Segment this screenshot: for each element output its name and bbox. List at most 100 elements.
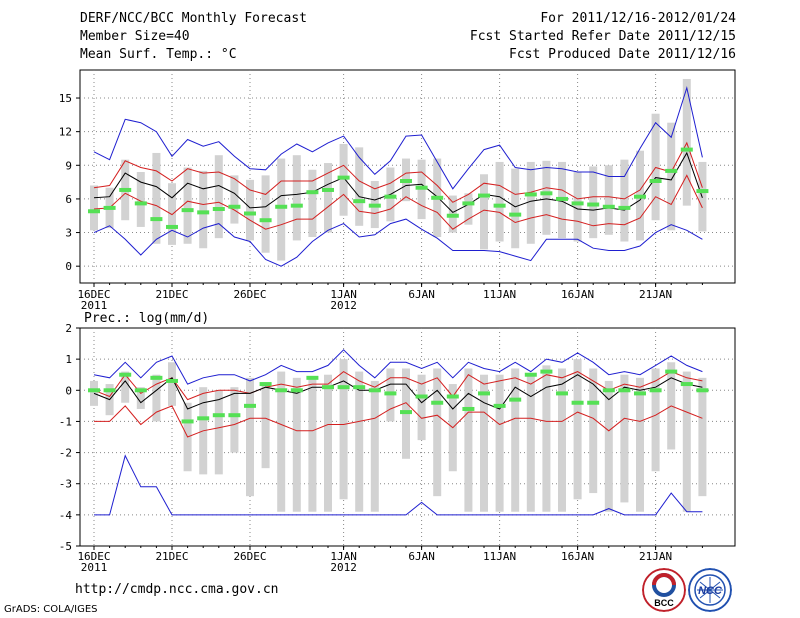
spread-bar [214,390,223,475]
source-url[interactable]: http://cmdp.ncc.cma.gov.cn [75,582,279,597]
x-tick-label: 21DEC [155,550,188,563]
spread-bar [183,167,192,244]
observed-marker [88,209,100,214]
chart-title: DERF/NCC/BCC Monthly Forecast [80,11,307,26]
observed-marker [571,201,584,206]
observed-marker [228,413,241,418]
p10-line [94,402,703,438]
spread-bar [480,374,488,512]
observed-marker [134,201,147,206]
y-tick-label: 15 [59,92,72,105]
observed-marker [322,385,334,390]
spread-bar [589,166,598,239]
observed-marker [181,208,194,213]
spread-bar [526,161,535,244]
observed-marker [368,203,381,208]
observed-marker [509,397,522,402]
spread-bar [214,155,223,239]
y-tick-label: -1 [59,415,72,428]
spread-bar [136,387,145,409]
observed-marker [212,207,225,212]
x-tick-label: 1JAN [330,550,357,563]
observed-marker [649,178,662,183]
spread-bar [495,374,504,512]
y-tick-label: 1 [65,353,72,366]
observed-marker [493,403,506,408]
observed-marker [665,168,678,173]
observed-marker [119,187,132,192]
observed-marker [680,147,693,152]
observed-marker [290,203,303,208]
spread-bar [542,365,551,512]
y-tick-label: -5 [59,540,72,553]
x-tick-label: 26DEC [233,550,266,563]
x-tick-label: 21DEC [155,288,188,301]
observed-marker [571,400,584,405]
spread-bar [230,175,239,224]
max-line [93,349,703,385]
spread-bar [308,169,317,238]
spread-bar [511,368,520,512]
observed-marker [119,372,132,377]
observed-marker [618,388,631,393]
spread-bar [464,193,473,225]
spread-bar [339,143,348,216]
spread-bar [573,172,582,242]
header-right: For 2011/12/16-2012/01/24 Fcst Started R… [470,10,736,64]
spread-bar [464,368,473,512]
forecast-period: For 2011/12/16-2012/01/24 [540,11,736,26]
observed-marker [649,388,662,393]
spread-bar [152,152,161,244]
spread-bar [526,374,535,512]
min-line [94,454,703,516]
observed-marker [680,382,693,387]
ensemble-mean-line [93,151,703,214]
x-tick-year-label: 2011 [81,299,108,312]
observed-marker [431,195,444,200]
observed-marker [134,388,147,393]
observed-marker [509,212,522,217]
observed-marker [306,190,319,195]
spread-bar [152,374,161,422]
precip-panel-label: Prec.: log(mm/d) [84,311,209,326]
spread-bar [324,374,332,512]
spread-bar [667,122,676,231]
observed-marker [212,413,225,418]
grads-credit: GrADS: COLA/IGES [4,604,98,615]
spread-bar [261,384,270,469]
observed-marker [462,201,475,206]
x-tick-label: 16JAN [561,550,594,563]
observed-marker [665,369,678,374]
y-tick-label: -4 [59,509,73,522]
spread-bar [246,377,254,497]
observed-marker [634,391,646,396]
spread-bar [620,374,629,503]
refer-date: Fcst Started Refer Date 2011/12/15 [469,29,736,44]
member-size: Member Size=40 [80,29,190,44]
spread-bar [651,113,660,221]
observed-marker [524,192,537,197]
ncc-logo-text: NCC [698,585,723,597]
observed-marker [602,204,615,209]
observed-marker [275,388,288,393]
x-tick-label: 26DEC [233,288,266,301]
y-tick-label: 6 [65,193,72,206]
x-tick-year-label: 2012 [330,299,357,312]
observed-marker [150,375,163,380]
spread-bar [698,377,707,497]
y-tick-label: 3 [65,227,72,240]
y-tick-label: 0 [65,384,72,397]
p10-line [93,174,703,230]
x-tick-year-label: 2012 [330,561,357,574]
spread-bar [417,374,426,441]
spread-bar [589,368,598,494]
x-tick-label: 6JAN [408,288,435,301]
observed-marker [322,187,334,192]
spread-bar [558,368,566,512]
observed-marker [197,210,210,215]
x-tick-label: 21JAN [639,288,672,301]
max-line [93,85,703,190]
observed-marker [244,403,256,408]
observed-marker [259,218,272,223]
